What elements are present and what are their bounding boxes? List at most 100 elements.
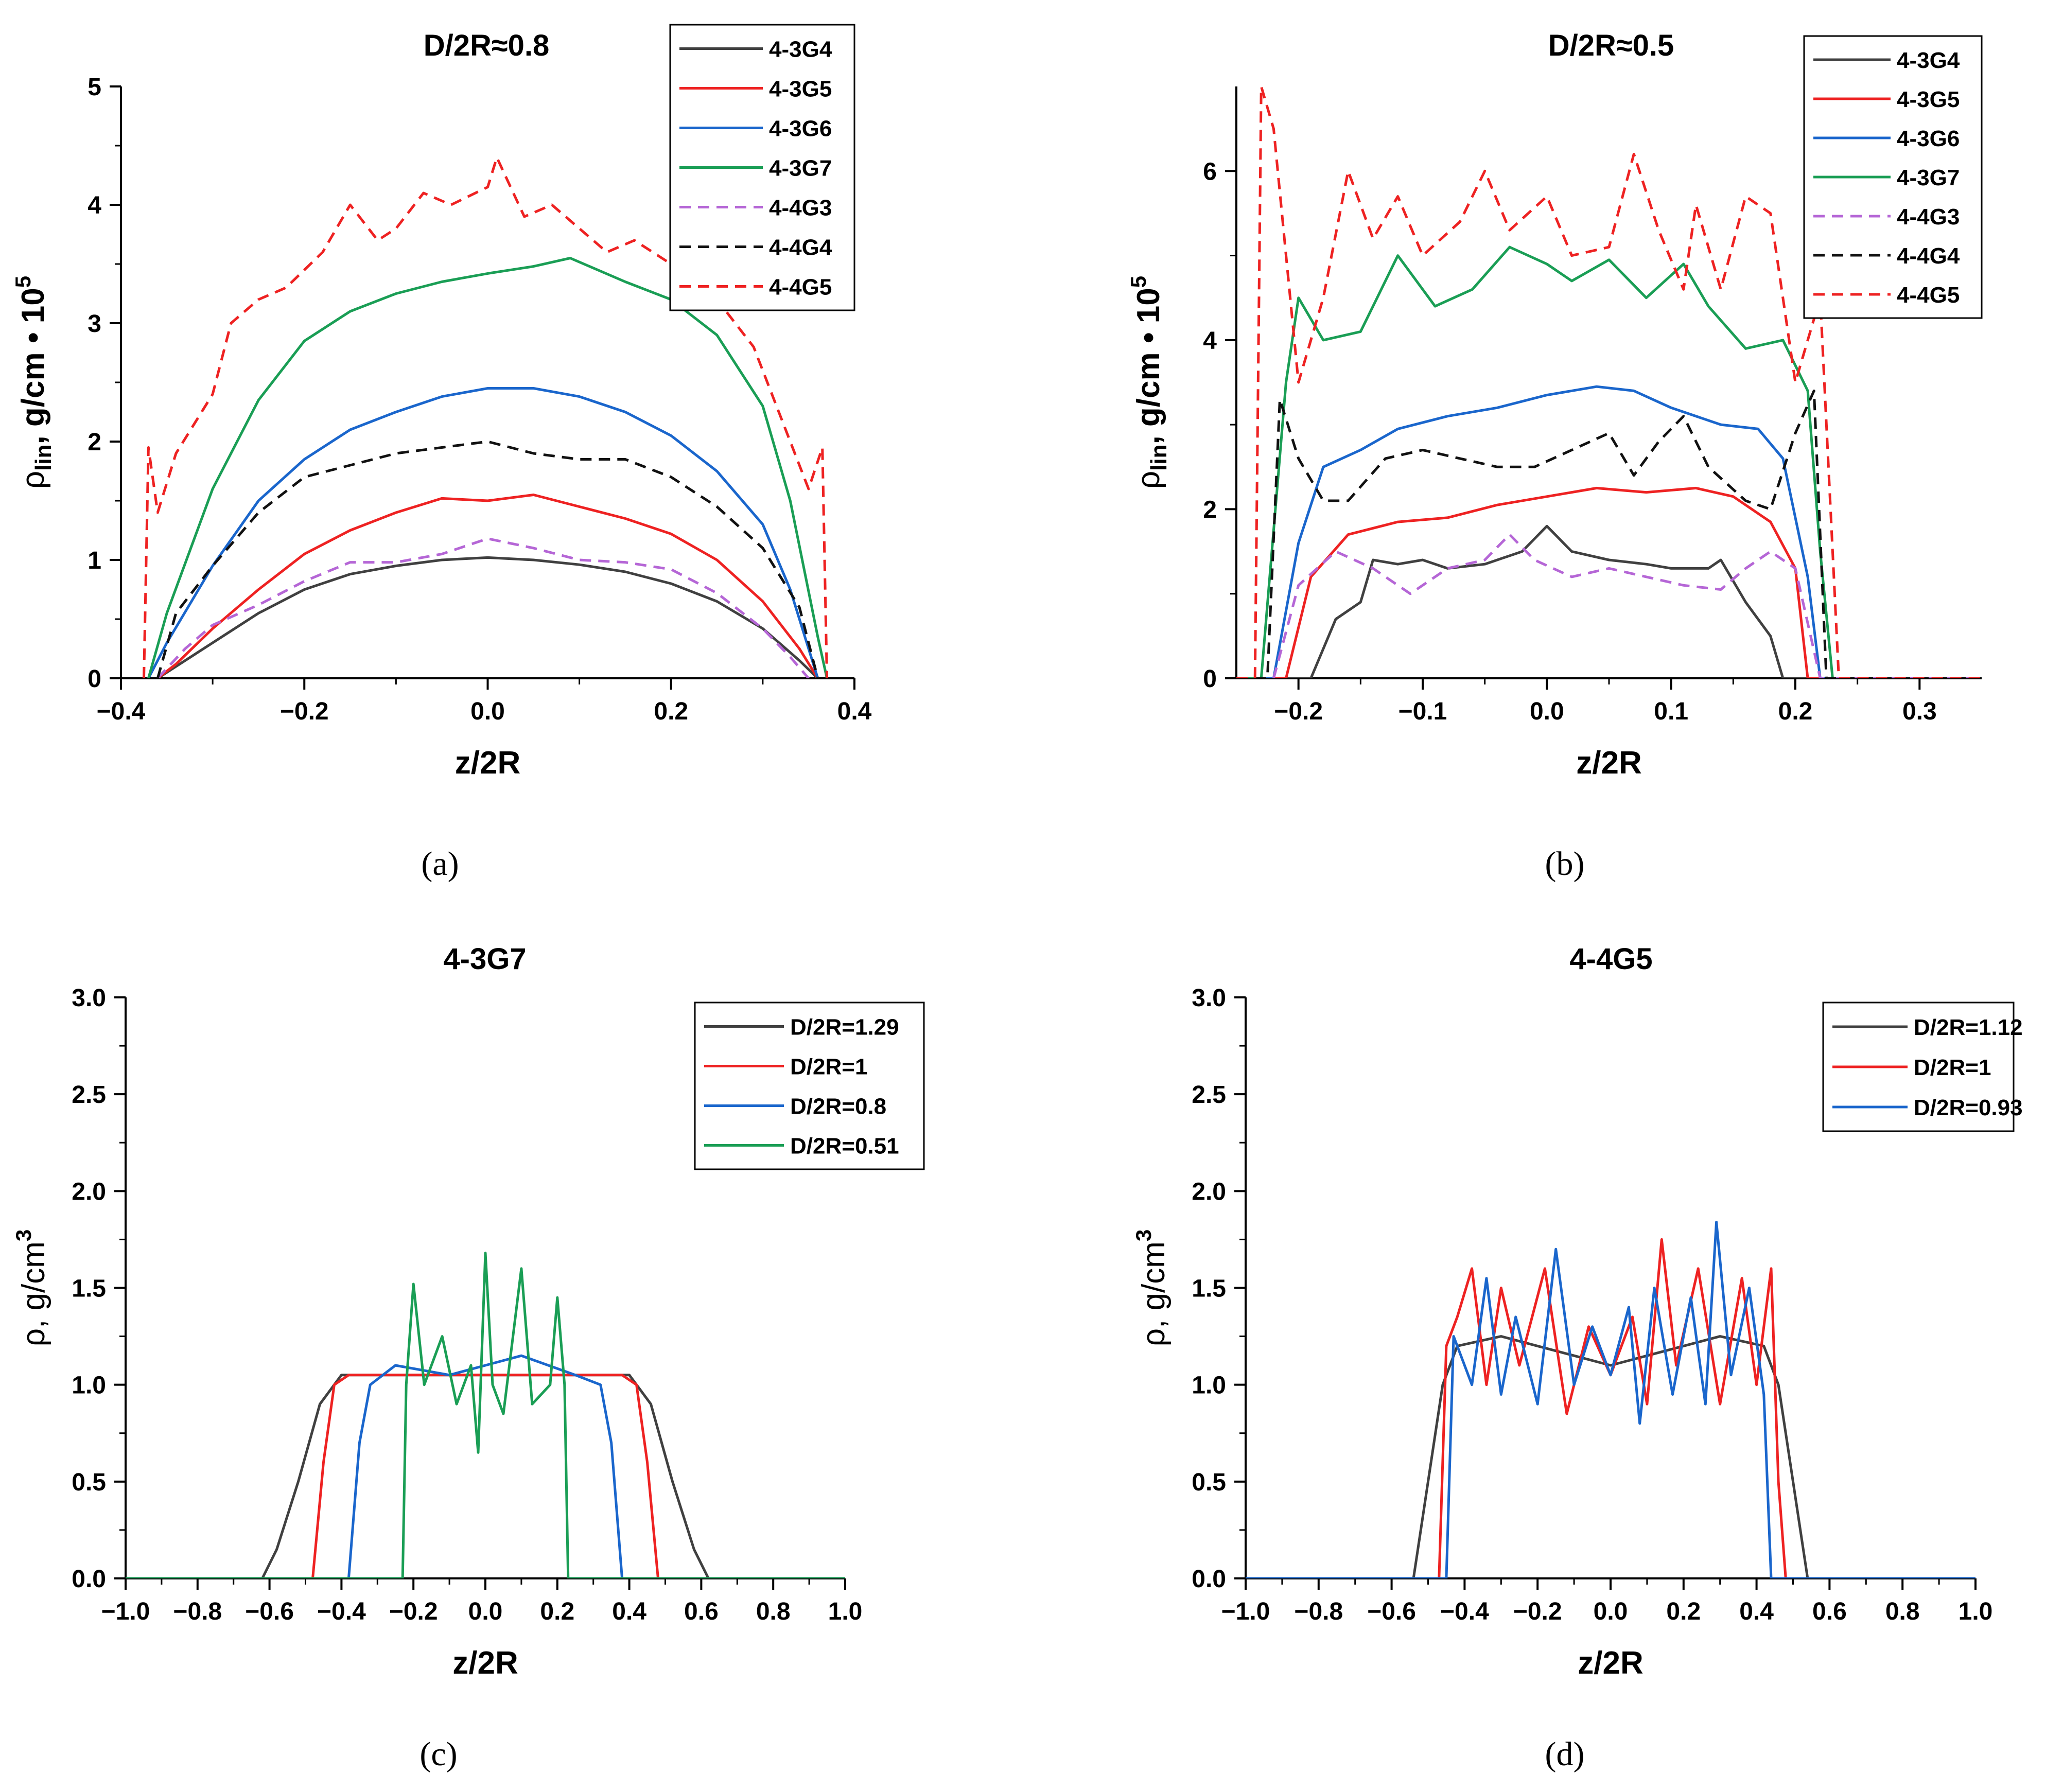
x-tick-label: 0.0 [1530, 698, 1564, 725]
y-tick-label: 2.5 [1192, 1081, 1226, 1109]
legend-label: D/2R=0.93 [1914, 1095, 2023, 1120]
x-tick-label: −0.2 [389, 1598, 438, 1625]
series-line-4-3G6 [147, 387, 819, 678]
legend-label: 4-4G4 [769, 235, 832, 260]
x-tick-label: 1.0 [828, 1598, 863, 1625]
series-line-4-4G4 [156, 440, 819, 678]
y-tick-label: 0.5 [1192, 1469, 1226, 1496]
y-tick-label: 1.5 [1192, 1275, 1226, 1303]
x-tick-label: −1.0 [1221, 1598, 1270, 1625]
series-line-4-3G7 [1236, 245, 1982, 678]
x-axis-label: z/2R [452, 1645, 518, 1681]
x-axis-label: z/2R [1578, 1645, 1643, 1681]
legend-label: 4-3G6 [769, 116, 832, 142]
x-tick-label: 0.0 [1594, 1598, 1628, 1625]
legend-label: 4-3G5 [769, 77, 832, 102]
series-line-4-4G3 [1236, 533, 1982, 678]
x-axis-label: z/2R [1576, 745, 1641, 781]
x-tick-label: 0.2 [1778, 698, 1813, 725]
y-axis-label: ρ, g/cm3 [11, 1229, 51, 1346]
y-tick-label: 3.0 [72, 985, 106, 1012]
legend-label: D/2R=1 [790, 1055, 867, 1080]
y-tick-label: 2 [88, 429, 101, 456]
y-tick-label: 1.0 [72, 1372, 106, 1399]
x-tick-label: −0.2 [280, 698, 329, 725]
y-tick-label: 5 [88, 74, 101, 101]
x-tick-label: 0.2 [1666, 1598, 1701, 1625]
series-line-4-3G5 [1236, 486, 1982, 678]
x-tick-label: 0.0 [468, 1598, 503, 1625]
y-tick-label: 2 [1203, 496, 1217, 523]
x-tick-label: 1.0 [1959, 1598, 1993, 1625]
legend-label: 4-3G4 [769, 37, 832, 62]
legend-label: 4-3G4 [1897, 48, 1960, 73]
x-tick-label: −0.4 [97, 698, 146, 725]
x-tick-label: 0.8 [1885, 1598, 1920, 1625]
x-tick-label: −0.8 [1294, 1598, 1343, 1625]
legend-label: 4-4G3 [769, 196, 832, 221]
y-tick-label: 4 [1203, 327, 1217, 355]
x-tick-label: 0.6 [1812, 1598, 1847, 1625]
series-line-D/2R=1.12 [1246, 1335, 1975, 1578]
x-tick-label: −0.6 [245, 1598, 294, 1625]
legend-label: 4-3G5 [1897, 87, 1960, 112]
legend-label: D/2R=1 [1914, 1055, 1991, 1080]
series-line-D/2R=0.51 [126, 1252, 845, 1578]
x-tick-label: −0.8 [173, 1598, 222, 1625]
y-tick-label: 4 [88, 192, 101, 219]
series-line-4-3G5 [156, 494, 819, 678]
chart-title: D/2R≈0.8 [424, 29, 550, 62]
x-tick-label: −0.2 [1274, 698, 1323, 725]
series-line-4-3G6 [1236, 385, 1982, 678]
legend-label: 4-3G6 [1897, 126, 1960, 151]
panel-label: (c) [419, 1735, 457, 1773]
x-tick-label: 0.1 [1654, 698, 1688, 725]
x-tick-label: 0.6 [684, 1598, 719, 1625]
series-line-D/2R=1 [1246, 1238, 1975, 1578]
y-tick-label: 0.0 [72, 1566, 106, 1593]
x-tick-label: 0.2 [540, 1598, 574, 1625]
panel-label: (d) [1545, 1735, 1585, 1773]
series-line-4-4G4 [1236, 389, 1982, 678]
y-axis-label: ρ, g/cm3 [1131, 1229, 1172, 1346]
x-tick-label: −0.2 [1513, 1598, 1562, 1625]
panel-label: (b) [1545, 845, 1585, 883]
series-line-D/2R=1 [126, 1374, 845, 1578]
y-axis-label: ρlin, g/cm • 105 [1126, 276, 1172, 489]
series-line-D/2R=1.29 [126, 1374, 845, 1578]
x-tick-label: 0.4 [1739, 1598, 1774, 1625]
x-tick-label: −0.4 [317, 1598, 366, 1625]
y-tick-label: 2.0 [72, 1178, 106, 1205]
y-tick-label: 2.0 [1192, 1178, 1226, 1205]
legend-label: 4-4G4 [1897, 243, 1960, 269]
legend-box [694, 1002, 925, 1170]
legend-label: D/2R=0.8 [790, 1094, 886, 1119]
x-tick-label: 0.4 [612, 1598, 646, 1625]
legend-label: 4-4G3 [1897, 204, 1960, 230]
series-line-4-3G7 [147, 257, 829, 678]
x-tick-label: 0.3 [1902, 698, 1937, 725]
legend-label: 4-3G7 [1897, 165, 1960, 190]
chart-title: 4-3G7 [443, 942, 526, 976]
y-tick-label: 3.0 [1192, 985, 1226, 1012]
y-tick-label: 3 [88, 310, 101, 338]
x-tick-label: 0.8 [756, 1598, 791, 1625]
y-tick-label: 0.5 [72, 1469, 106, 1496]
series-line-D/2R=0.8 [126, 1354, 845, 1578]
legend-label: 4-4G5 [1897, 283, 1960, 308]
x-tick-label: −0.4 [1440, 1598, 1489, 1625]
y-tick-label: 6 [1203, 158, 1217, 185]
legend-label: 4-4G5 [769, 275, 832, 300]
y-tick-label: 0 [88, 665, 101, 693]
series-line-4-3G4 [1236, 524, 1982, 678]
y-tick-label: 1.5 [72, 1275, 106, 1303]
x-tick-label: −0.6 [1367, 1598, 1416, 1625]
y-tick-label: 1 [88, 547, 101, 574]
y-tick-label: 2.5 [72, 1081, 106, 1109]
x-tick-label: −1.0 [101, 1598, 150, 1625]
series-line-D/2R=0.93 [1246, 1221, 1975, 1578]
x-tick-label: 0.4 [837, 698, 872, 725]
x-tick-label: 0.0 [470, 698, 505, 725]
legend-label: D/2R=1.12 [1914, 1015, 2023, 1040]
